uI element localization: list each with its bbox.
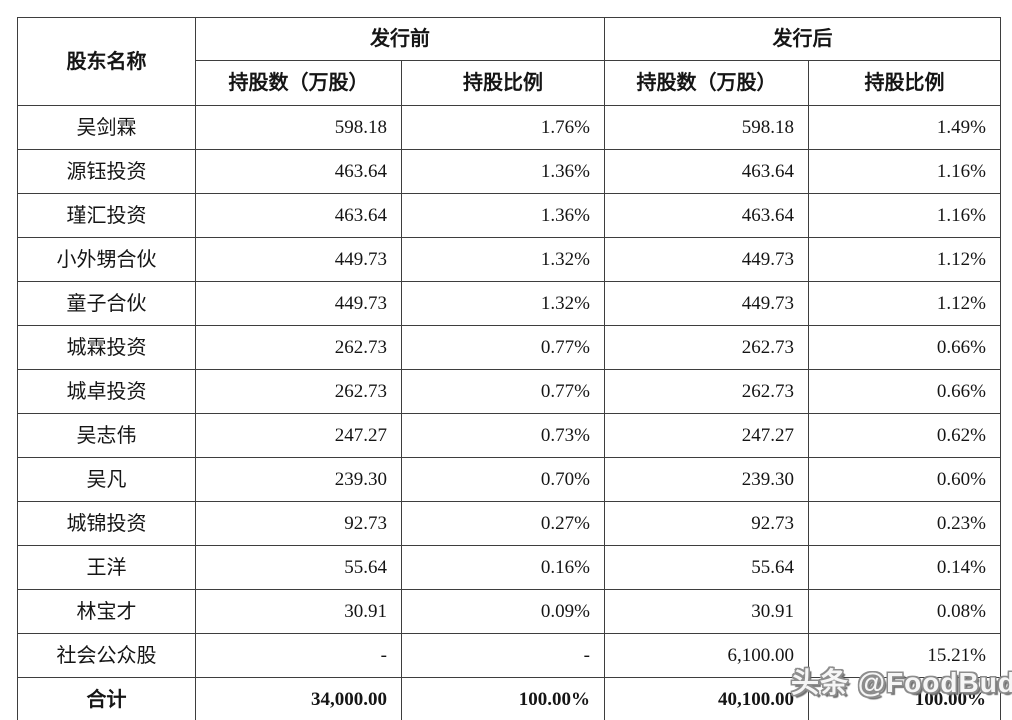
cell-post-ratio: 1.49% (808, 105, 1001, 150)
header-pre-shares: 持股数（万股） (195, 60, 402, 106)
cell-pre-shares: 262.73 (195, 325, 402, 370)
header-post-issue-group: 发行后 (604, 17, 1001, 61)
cell-pre-ratio: 1.36% (401, 193, 605, 238)
total-row: 合计 34,000.00 100.00% 40,100.00 100.00% (17, 677, 1001, 720)
cell-pre-ratio: 1.32% (401, 237, 605, 282)
cell-pre-shares: 463.64 (195, 149, 402, 194)
cell-post-shares: 449.73 (604, 237, 809, 282)
cell-post-ratio: 1.12% (808, 237, 1001, 282)
cell-post-shares: 30.91 (604, 589, 809, 634)
cell-shareholder-name: 小外甥合伙 (17, 237, 196, 282)
table-row: 城锦投资 92.73 0.27% 92.73 0.23% (17, 501, 1001, 546)
cell-pre-ratio: 0.16% (401, 545, 605, 590)
cell-total-label: 合计 (17, 677, 196, 720)
cell-shareholder-name: 吴凡 (17, 457, 196, 502)
table-row: 城霖投资 262.73 0.77% 262.73 0.66% (17, 325, 1001, 370)
cell-pre-ratio: 0.27% (401, 501, 605, 546)
table-row: 小外甥合伙 449.73 1.32% 449.73 1.12% (17, 237, 1001, 282)
cell-shareholder-name: 源钰投资 (17, 149, 196, 194)
cell-pre-shares: 262.73 (195, 369, 402, 414)
cell-pre-shares: 30.91 (195, 589, 402, 634)
header-row-subcolumns: 持股数（万股） 持股比例 持股数（万股） 持股比例 (18, 60, 1001, 106)
cell-pre-ratio: 0.77% (401, 325, 605, 370)
table-row: 源钰投资 463.64 1.36% 463.64 1.16% (17, 149, 1001, 194)
cell-shareholder-name: 社会公众股 (17, 633, 196, 678)
header-shareholder-name: 股东名称 (17, 17, 196, 106)
cell-post-shares: 6,100.00 (604, 633, 809, 678)
cell-pre-ratio: 0.09% (401, 589, 605, 634)
cell-post-shares: 239.30 (604, 457, 809, 502)
header-pre-ratio: 持股比例 (401, 60, 605, 106)
cell-pre-ratio: 0.73% (401, 413, 605, 458)
cell-shareholder-name: 城卓投资 (17, 369, 196, 414)
cell-post-ratio: 1.16% (808, 149, 1001, 194)
cell-pre-shares: 463.64 (195, 193, 402, 238)
cell-pre-shares: 598.18 (195, 105, 402, 150)
cell-post-shares: 247.27 (604, 413, 809, 458)
cell-pre-shares: 247.27 (195, 413, 402, 458)
cell-total-pre-ratio: 100.00% (401, 677, 605, 720)
cell-post-ratio: 0.66% (808, 325, 1001, 370)
cell-shareholder-name: 吴剑霖 (17, 105, 196, 150)
cell-pre-shares: 449.73 (195, 237, 402, 282)
cell-shareholder-name: 王洋 (17, 545, 196, 590)
cell-pre-shares: 92.73 (195, 501, 402, 546)
cell-post-shares: 598.18 (604, 105, 809, 150)
cell-post-ratio: 0.66% (808, 369, 1001, 414)
cell-pre-ratio: - (401, 633, 605, 678)
table-row: 社会公众股 - - 6,100.00 15.21% (17, 633, 1001, 678)
cell-shareholder-name: 城霖投资 (17, 325, 196, 370)
cell-shareholder-name: 城锦投资 (17, 501, 196, 546)
cell-total-pre-shares: 34,000.00 (195, 677, 402, 720)
table-row: 吴剑霖 598.18 1.76% 598.18 1.49% (17, 105, 1001, 150)
cell-pre-shares: 449.73 (195, 281, 402, 326)
cell-post-ratio: 1.16% (808, 193, 1001, 238)
header-post-ratio: 持股比例 (808, 60, 1001, 106)
cell-post-shares: 463.64 (604, 193, 809, 238)
cell-pre-shares: - (195, 633, 402, 678)
cell-shareholder-name: 林宝才 (17, 589, 196, 634)
cell-shareholder-name: 瑾汇投资 (17, 193, 196, 238)
header-row-groups: 股东名称 发行前 发行后 (17, 17, 1001, 106)
cell-post-shares: 262.73 (604, 325, 809, 370)
cell-total-post-ratio: 100.00% (808, 677, 1001, 720)
cell-post-ratio: 0.14% (808, 545, 1001, 590)
cell-shareholder-name: 吴志伟 (17, 413, 196, 458)
table-row: 吴志伟 247.27 0.73% 247.27 0.62% (17, 413, 1001, 458)
table-row: 林宝才 30.91 0.09% 30.91 0.08% (17, 589, 1001, 634)
cell-post-ratio: 0.23% (808, 501, 1001, 546)
cell-pre-shares: 239.30 (195, 457, 402, 502)
cell-post-ratio: 0.62% (808, 413, 1001, 458)
cell-shareholder-name: 童子合伙 (17, 281, 196, 326)
cell-total-post-shares: 40,100.00 (604, 677, 809, 720)
cell-post-ratio: 0.60% (808, 457, 1001, 502)
table-row: 吴凡 239.30 0.70% 239.30 0.60% (17, 457, 1001, 502)
cell-post-ratio: 0.08% (808, 589, 1001, 634)
cell-pre-shares: 55.64 (195, 545, 402, 590)
cell-post-shares: 92.73 (604, 501, 809, 546)
cell-pre-ratio: 0.70% (401, 457, 605, 502)
header-pre-issue-group: 发行前 (195, 17, 605, 61)
cell-post-shares: 55.64 (604, 545, 809, 590)
cell-pre-ratio: 0.77% (401, 369, 605, 414)
cell-post-ratio: 15.21% (808, 633, 1001, 678)
table-row: 瑾汇投资 463.64 1.36% 463.64 1.16% (17, 193, 1001, 238)
cell-post-ratio: 1.12% (808, 281, 1001, 326)
cell-post-shares: 463.64 (604, 149, 809, 194)
cell-pre-ratio: 1.76% (401, 105, 605, 150)
cell-pre-ratio: 1.36% (401, 149, 605, 194)
header-post-shares: 持股数（万股） (604, 60, 809, 106)
table-row: 城卓投资 262.73 0.77% 262.73 0.66% (17, 369, 1001, 414)
cell-post-shares: 262.73 (604, 369, 809, 414)
cell-post-shares: 449.73 (604, 281, 809, 326)
cell-pre-ratio: 1.32% (401, 281, 605, 326)
table-row: 童子合伙 449.73 1.32% 449.73 1.12% (17, 281, 1001, 326)
table-row: 王洋 55.64 0.16% 55.64 0.14% (17, 545, 1001, 590)
shareholding-table: 股东名称 发行前 发行后 持股数（万股） 持股比例 持股数（万股） 持股比例 吴… (17, 17, 1001, 720)
